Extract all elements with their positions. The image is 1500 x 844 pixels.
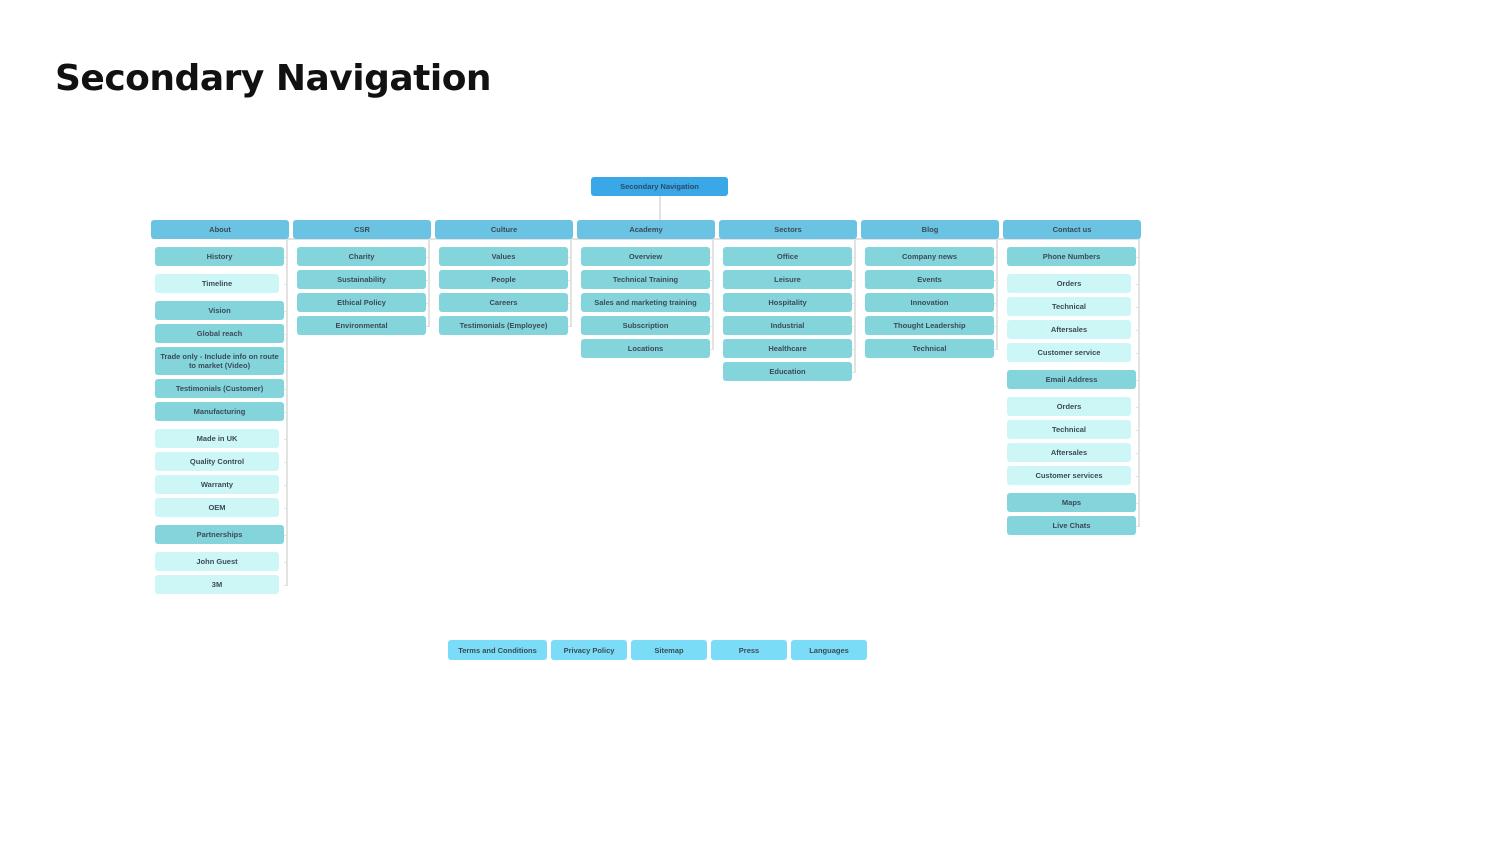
page-node: Testimonials (Customer) (155, 379, 284, 398)
page-node: Environmental (297, 316, 426, 335)
page-node: Thought Leadership (865, 316, 994, 335)
sub-page-node: Quality Control (155, 452, 279, 471)
footer-link-node: Privacy Policy (551, 640, 627, 660)
page-node: Ethical Policy (297, 293, 426, 312)
sub-page-node: Aftersales (1007, 443, 1131, 462)
section-node-csr: CSR (293, 220, 431, 239)
connector-line (284, 584, 288, 586)
page-node: Education (723, 362, 852, 381)
section-node-blog: Blog (861, 220, 999, 239)
connector-line (428, 239, 430, 326)
sub-page-node: Timeline (155, 274, 279, 293)
connector-line (568, 325, 572, 327)
sub-page-node: John Guest (155, 552, 279, 571)
section-node-culture: Culture (435, 220, 573, 239)
page-node: Live Chats (1007, 516, 1136, 535)
connector-line (220, 238, 1140, 240)
connector-line (1136, 525, 1140, 527)
page-node: Sales and marketing training (581, 293, 710, 312)
sub-page-node: 3M (155, 575, 279, 594)
page-node: Company news (865, 247, 994, 266)
page-node: Office (723, 247, 852, 266)
connector-line (570, 239, 572, 326)
sub-page-node: Orders (1007, 397, 1131, 416)
sub-page-node: Made in UK (155, 429, 279, 448)
page-node: Industrial (723, 316, 852, 335)
page-node: People (439, 270, 568, 289)
connector-line (854, 239, 856, 372)
page-node: Testimonials (Employee) (439, 316, 568, 335)
section-node-sectors: Sectors (719, 220, 857, 239)
page-node: Innovation (865, 293, 994, 312)
page-node: Trade only - Include info on route to ma… (155, 347, 284, 375)
page-node: Phone Numbers (1007, 247, 1136, 266)
page-node: Technical Training (581, 270, 710, 289)
sub-page-node: Orders (1007, 274, 1131, 293)
page-node: Maps (1007, 493, 1136, 512)
sub-page-node: Technical (1007, 420, 1131, 439)
footer-link-node: Terms and Conditions (448, 640, 547, 660)
connector-line (659, 196, 661, 220)
page-node: Global reach (155, 324, 284, 343)
connector-line (1138, 239, 1140, 526)
sub-page-node: Customer services (1007, 466, 1131, 485)
page-node: Sustainability (297, 270, 426, 289)
page-node: Hospitality (723, 293, 852, 312)
footer-link-node: Press (711, 640, 787, 660)
section-node-about: About (151, 220, 289, 239)
page-node: Careers (439, 293, 568, 312)
connector-line (996, 239, 998, 349)
page-node: Partnerships (155, 525, 284, 544)
footer-link-node: Languages (791, 640, 867, 660)
sub-page-node: Aftersales (1007, 320, 1131, 339)
page-node: Email Address (1007, 370, 1136, 389)
section-node-academy: Academy (577, 220, 715, 239)
sub-page-node: Warranty (155, 475, 279, 494)
page-node: Healthcare (723, 339, 852, 358)
connector-line (852, 371, 856, 373)
connector-line (286, 239, 288, 585)
page-node: History (155, 247, 284, 266)
page-node: Events (865, 270, 994, 289)
sub-page-node: OEM (155, 498, 279, 517)
page-title: Secondary Navigation (55, 58, 492, 99)
page-node: Leisure (723, 270, 852, 289)
page-node: Overview (581, 247, 710, 266)
connector-line (710, 348, 714, 350)
page-node: Values (439, 247, 568, 266)
connector-line (712, 239, 714, 349)
section-node-contact-us: Contact us (1003, 220, 1141, 239)
sub-page-node: Technical (1007, 297, 1131, 316)
connector-line (426, 325, 430, 327)
page-node: Subscription (581, 316, 710, 335)
page-node: Vision (155, 301, 284, 320)
footer-link-node: Sitemap (631, 640, 707, 660)
page-node: Technical (865, 339, 994, 358)
connector-line (994, 348, 998, 350)
page-node: Charity (297, 247, 426, 266)
page-node: Locations (581, 339, 710, 358)
sub-page-node: Customer service (1007, 343, 1131, 362)
root-node: Secondary Navigation (591, 177, 728, 196)
page-node: Manufacturing (155, 402, 284, 421)
